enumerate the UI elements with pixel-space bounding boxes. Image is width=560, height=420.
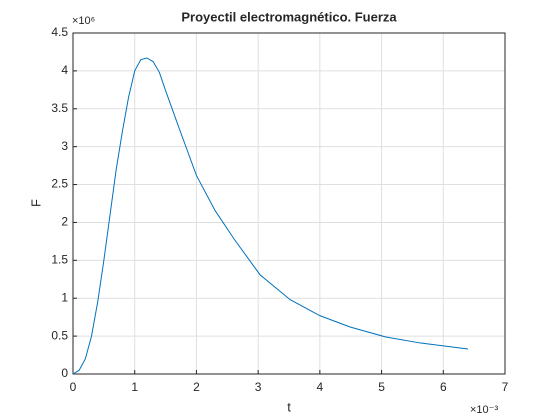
x-tick-label: 2 bbox=[193, 380, 200, 394]
y-tick-label: 0.5 bbox=[51, 328, 68, 342]
y-exponent: ×10⁶ bbox=[72, 15, 95, 27]
y-tick-label: 4 bbox=[61, 63, 68, 77]
x-exponent: ×10⁻³ bbox=[470, 404, 498, 416]
x-tick-label: 6 bbox=[440, 380, 447, 394]
y-tick-label: 1.5 bbox=[51, 253, 68, 267]
y-tick-label: 3.5 bbox=[51, 101, 68, 115]
x-tick-label: 3 bbox=[255, 380, 262, 394]
plot-area bbox=[73, 33, 505, 374]
x-tick-label: 1 bbox=[131, 380, 138, 394]
y-tick-label: 2.5 bbox=[51, 177, 68, 191]
chart-title: Proyectil electromagnético. Fuerza bbox=[181, 9, 397, 24]
y-axis-label: F bbox=[28, 199, 43, 207]
x-tick-label: 0 bbox=[70, 380, 77, 394]
x-axis-label: t bbox=[287, 399, 291, 414]
x-tick-label: 5 bbox=[378, 380, 385, 394]
x-tick-label: 4 bbox=[317, 380, 324, 394]
axes-box bbox=[72, 32, 506, 375]
y-tick-label: 0 bbox=[61, 366, 68, 380]
x-tick-label: 7 bbox=[502, 380, 509, 394]
y-tick-label: 3 bbox=[61, 139, 68, 153]
y-tick-label: 1 bbox=[61, 290, 68, 304]
data-line bbox=[72, 57, 469, 375]
y-tick-label: 4.5 bbox=[51, 25, 68, 39]
y-tick-label: 2 bbox=[61, 215, 68, 229]
